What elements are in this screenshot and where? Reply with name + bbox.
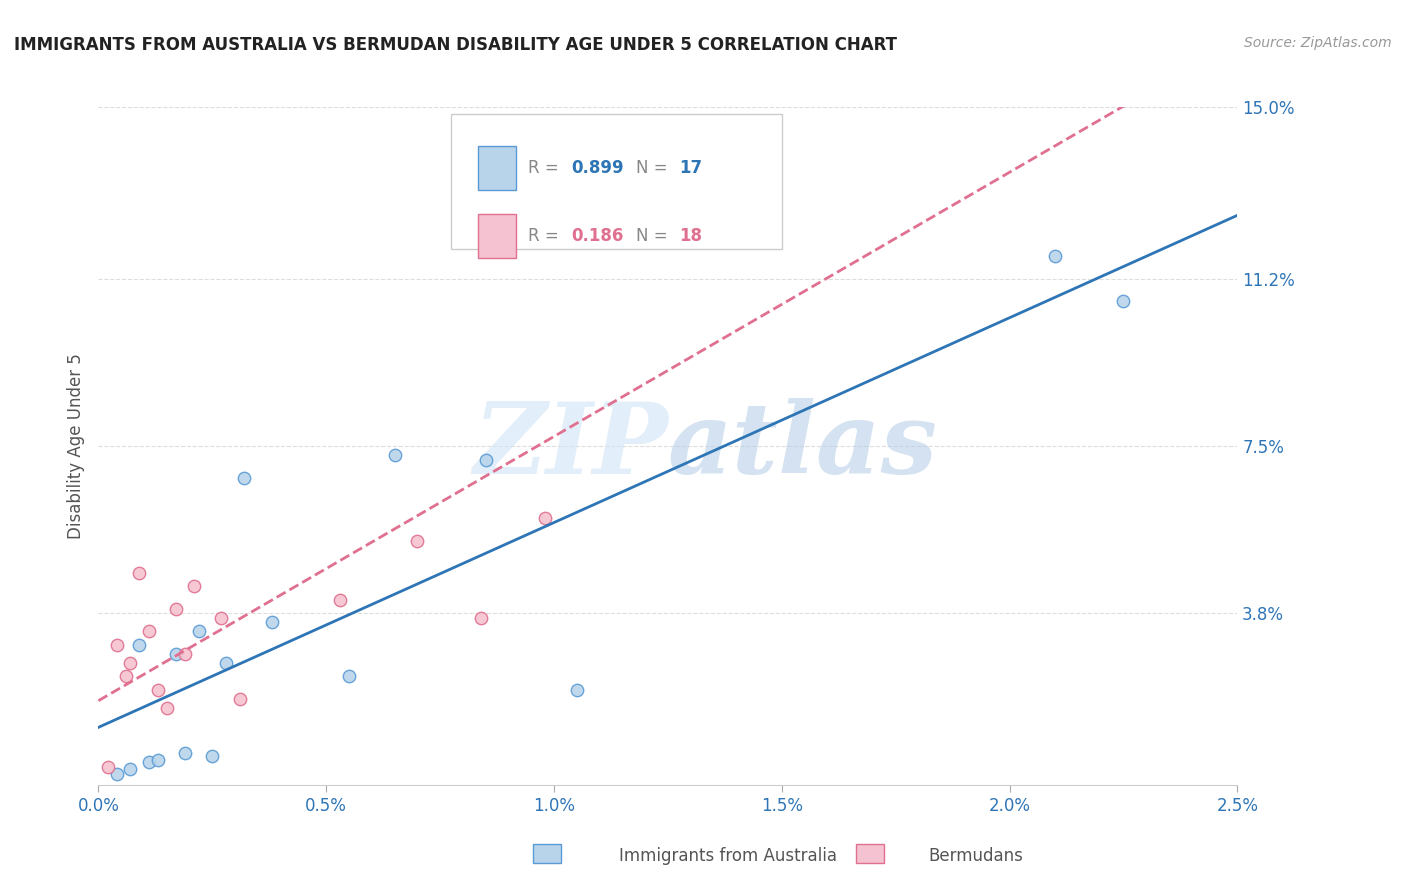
Point	[156, 701, 179, 715]
Point	[128, 638, 150, 652]
Text: Bermudans: Bermudans	[928, 847, 1022, 865]
Text: R =: R =	[527, 227, 564, 244]
Point	[201, 748, 224, 763]
Text: Immigrants from Australia: Immigrants from Australia	[619, 847, 837, 865]
Text: R =: R =	[527, 159, 564, 177]
Point	[114, 669, 136, 683]
Text: 0.186: 0.186	[571, 227, 623, 244]
Point	[406, 533, 429, 548]
Point	[120, 762, 142, 776]
Point	[215, 656, 238, 670]
Point	[534, 511, 557, 525]
Point	[183, 579, 205, 593]
Point	[187, 624, 209, 639]
Point	[165, 601, 187, 615]
Point	[228, 692, 250, 706]
Point	[693, 172, 716, 186]
Point	[146, 683, 169, 698]
Text: 17: 17	[679, 159, 703, 177]
Point	[209, 611, 232, 625]
FancyBboxPatch shape	[451, 114, 782, 250]
Point	[1043, 249, 1066, 263]
Text: atlas: atlas	[668, 398, 938, 494]
Point	[96, 760, 118, 774]
Point	[233, 470, 256, 484]
Text: 0.899: 0.899	[571, 159, 624, 177]
Text: Source: ZipAtlas.com: Source: ZipAtlas.com	[1244, 36, 1392, 50]
Point	[337, 669, 360, 683]
FancyBboxPatch shape	[478, 214, 516, 258]
Point	[138, 624, 160, 639]
Point	[329, 592, 352, 607]
Point	[260, 615, 283, 630]
Point	[474, 452, 496, 467]
Point	[565, 683, 588, 698]
Text: IMMIGRANTS FROM AUSTRALIA VS BERMUDAN DISABILITY AGE UNDER 5 CORRELATION CHART: IMMIGRANTS FROM AUSTRALIA VS BERMUDAN DI…	[14, 36, 897, 54]
Point	[174, 747, 197, 761]
Y-axis label: Disability Age Under 5: Disability Age Under 5	[66, 353, 84, 539]
Point	[384, 448, 406, 462]
Point	[138, 756, 160, 770]
Point	[128, 566, 150, 580]
Point	[1112, 294, 1135, 309]
Point	[470, 611, 492, 625]
Text: ZIP: ZIP	[472, 398, 668, 494]
Text: 18: 18	[679, 227, 702, 244]
Point	[174, 647, 197, 661]
Text: N =: N =	[636, 159, 673, 177]
Text: N =: N =	[636, 227, 673, 244]
Point	[120, 656, 142, 670]
FancyBboxPatch shape	[478, 146, 516, 190]
Point	[165, 647, 187, 661]
Point	[105, 638, 128, 652]
Point	[146, 753, 169, 767]
Point	[105, 766, 128, 780]
